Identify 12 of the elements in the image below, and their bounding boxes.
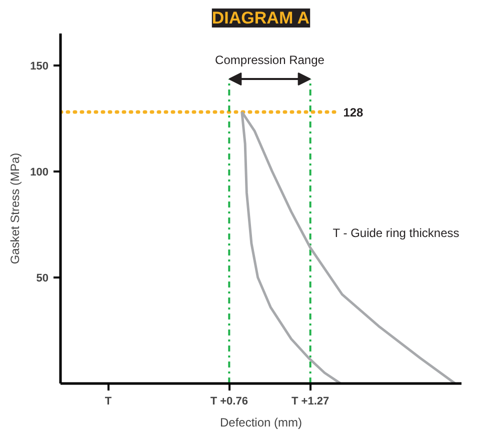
x-axis-title: Defection (mm) [220,416,302,430]
x-tick-label: T +1.27 [292,396,330,408]
x-tick-label: T [104,396,112,408]
y-tick-label: 150 [30,60,49,72]
chart-title: DIAGRAM A [212,8,310,28]
x-tick-label: T +0.76 [210,396,248,408]
y-axis-title: Gasket Stress (MPa) [8,152,22,264]
annotation: T - Guide ring thickness [332,226,460,240]
annotation: Compression Range [215,53,325,67]
y-tick-label: 50 [36,272,49,284]
y-tick-label: 100 [30,166,49,178]
ref-line-label: 128 [343,105,364,120]
